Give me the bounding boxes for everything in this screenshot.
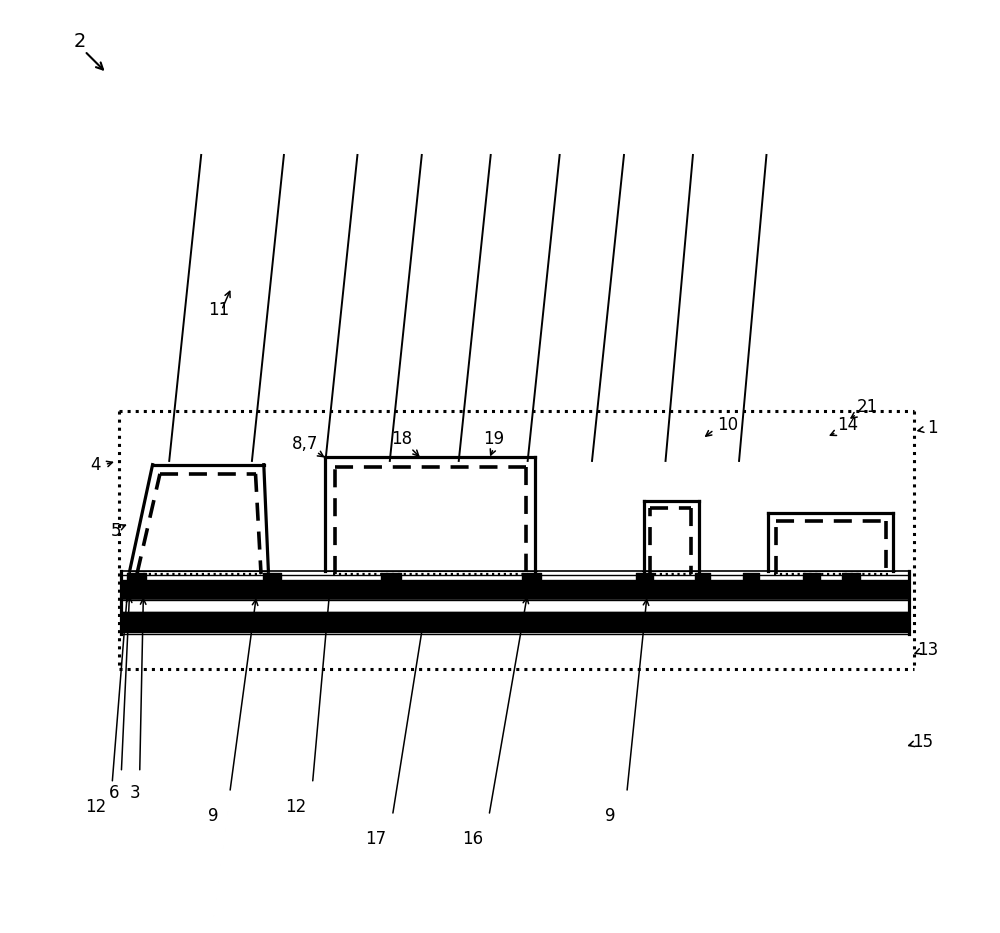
Text: 5: 5 <box>111 522 121 540</box>
Text: 10: 10 <box>717 416 739 434</box>
Text: 12: 12 <box>285 798 307 815</box>
Text: 16: 16 <box>462 829 483 848</box>
Text: 8,7: 8,7 <box>292 436 318 453</box>
Text: 2: 2 <box>74 33 86 51</box>
Text: 17: 17 <box>365 829 386 848</box>
Text: 9: 9 <box>605 807 616 825</box>
Text: 11: 11 <box>208 301 229 319</box>
Text: 19: 19 <box>483 430 504 448</box>
Text: 6: 6 <box>109 784 119 801</box>
Text: 13: 13 <box>917 641 938 660</box>
Text: 14: 14 <box>837 416 858 434</box>
Text: 1: 1 <box>927 419 937 437</box>
Text: 4: 4 <box>90 455 101 474</box>
Text: 3: 3 <box>130 784 140 801</box>
Text: 9: 9 <box>208 807 218 825</box>
Text: 12: 12 <box>85 798 106 815</box>
Text: 21: 21 <box>857 397 878 416</box>
Text: 18: 18 <box>391 430 412 448</box>
Text: 15: 15 <box>912 733 933 751</box>
